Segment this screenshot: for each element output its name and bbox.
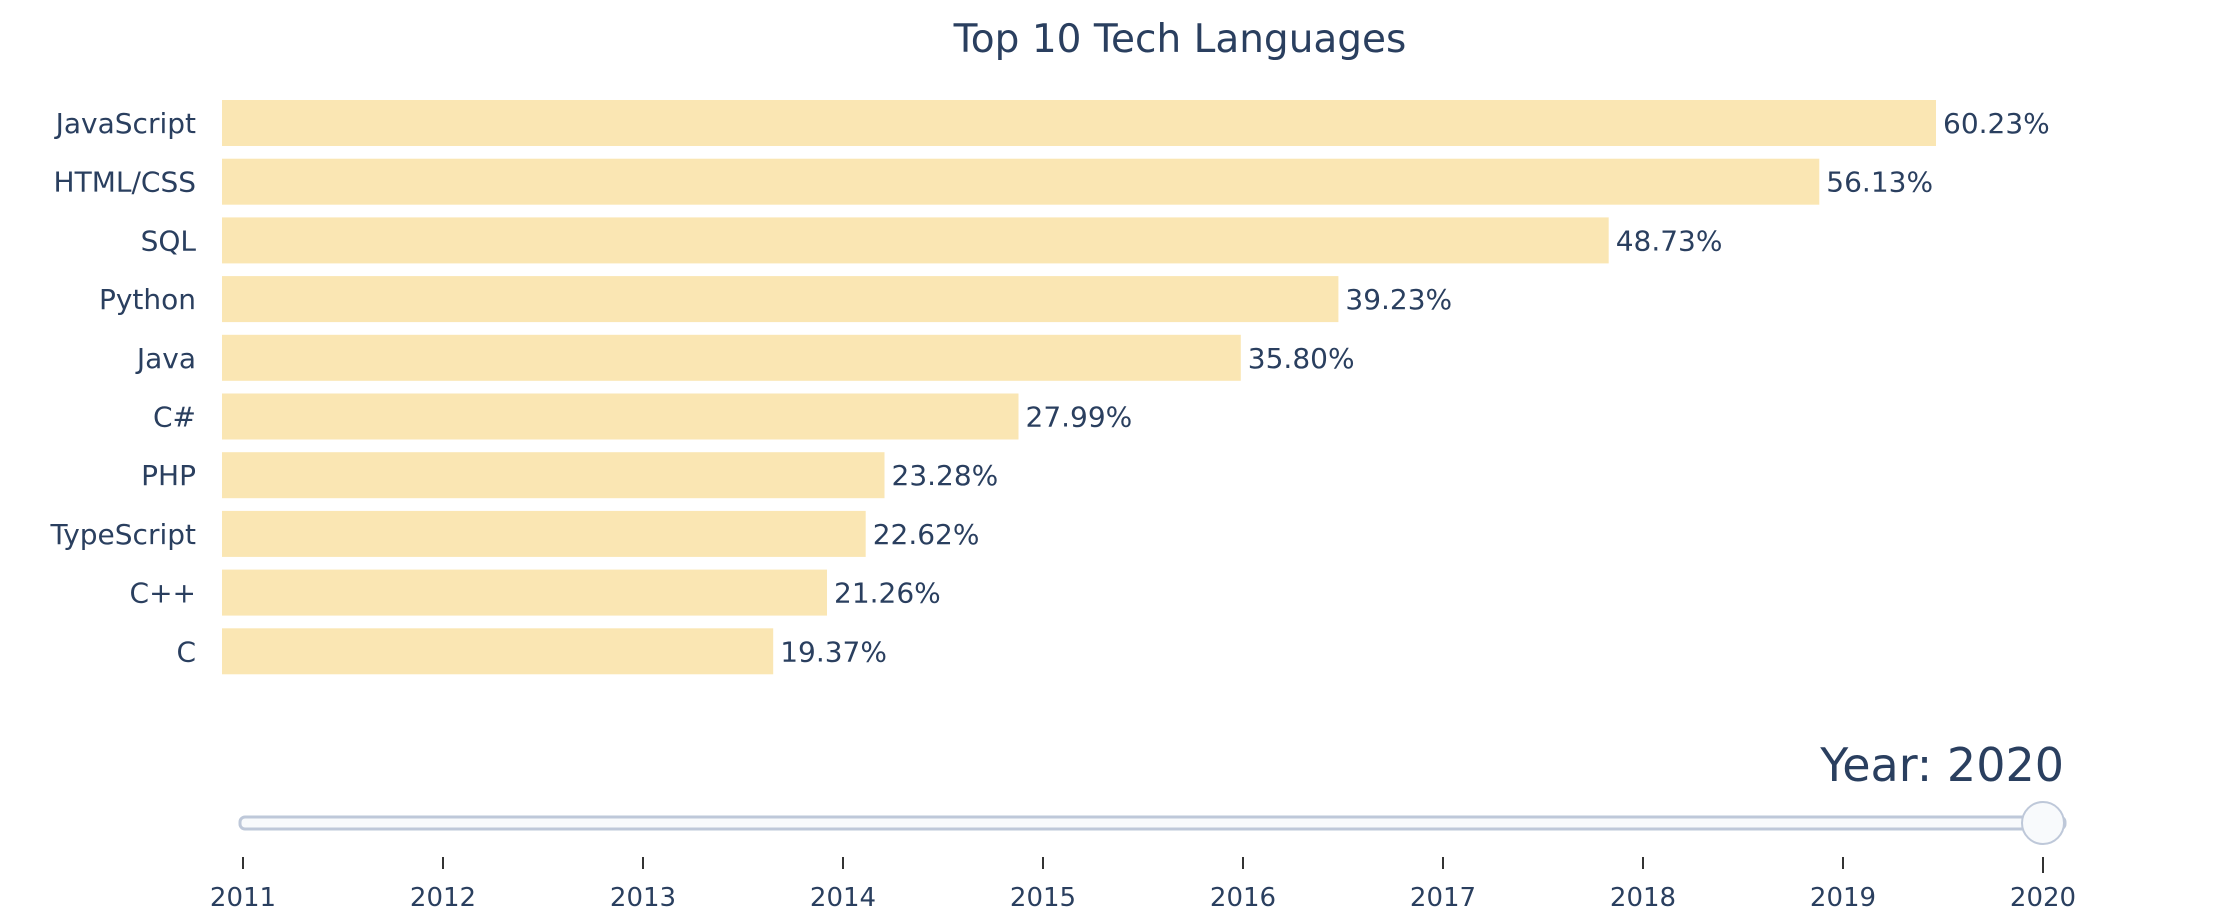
value-label: 60.23%: [1943, 107, 2050, 140]
category-label: TypeScript: [49, 518, 196, 551]
slider-step-label[interactable]: 2014: [810, 883, 876, 913]
value-label: 35.80%: [1248, 342, 1355, 375]
category-label: C++: [130, 577, 196, 610]
slider-step-label[interactable]: 2013: [610, 883, 676, 913]
bar-javascript[interactable]: [222, 100, 1936, 146]
slider-step-label[interactable]: 2011: [210, 883, 276, 913]
bar-c-[interactable]: [222, 569, 827, 616]
category-label: PHP: [141, 459, 196, 492]
bar-php[interactable]: [222, 452, 885, 499]
bar-html-css[interactable]: [222, 158, 1820, 205]
slider-step-label[interactable]: 2012: [410, 883, 476, 913]
slider-handle[interactable]: [2021, 801, 2065, 845]
bar-python[interactable]: [222, 276, 1339, 323]
bar-c-[interactable]: [222, 393, 1019, 440]
value-label: 27.99%: [1026, 401, 1133, 434]
bars-layer: JavaScript 60.23% HTML/CSS 56.13% SQL 48.73% P…: [49, 100, 2050, 675]
slider-current-value-label: Year: 2020: [1819, 738, 2064, 792]
slider-step-label[interactable]: 2018: [1610, 883, 1676, 913]
bar-typescript[interactable]: [222, 510, 866, 557]
category-label: JavaScript: [54, 107, 196, 140]
year-slider[interactable]: Year: 2020 2011 2012 2013 2014 2015 2016 2017 2…: [210, 738, 2076, 913]
value-label: 22.62%: [873, 518, 980, 551]
value-label: 19.37%: [780, 635, 887, 668]
category-label: HTML/CSS: [54, 166, 196, 199]
slider-rail[interactable]: [238, 815, 2067, 831]
value-label: 48.73%: [1616, 224, 1723, 257]
slider-step-label[interactable]: 2019: [1810, 883, 1876, 913]
value-label: 21.26%: [834, 577, 941, 610]
category-label: Python: [99, 283, 196, 316]
bar-java[interactable]: [222, 334, 1241, 381]
value-label: 23.28%: [892, 459, 999, 492]
category-label: Java: [135, 342, 196, 375]
category-label: SQL: [141, 224, 197, 257]
slider-step-label[interactable]: 2017: [1410, 883, 1476, 913]
slider-step-label[interactable]: 2015: [1010, 883, 1076, 913]
slider-step-label[interactable]: 2020: [2010, 883, 2076, 913]
category-label: C: [176, 635, 196, 668]
value-label: 39.23%: [1345, 283, 1452, 316]
category-label: C#: [153, 401, 196, 434]
bar-sql[interactable]: [222, 217, 1609, 264]
slider-ticks: 2011 2012 2013 2014 2015 2016 2017 2018 2019 2020: [210, 857, 2076, 913]
chart-title: Top 10 Tech Languages: [953, 17, 1407, 62]
slider-step-label[interactable]: 2016: [1210, 883, 1276, 913]
value-label: 56.13%: [1826, 166, 1933, 199]
bar-c[interactable]: [222, 628, 774, 675]
